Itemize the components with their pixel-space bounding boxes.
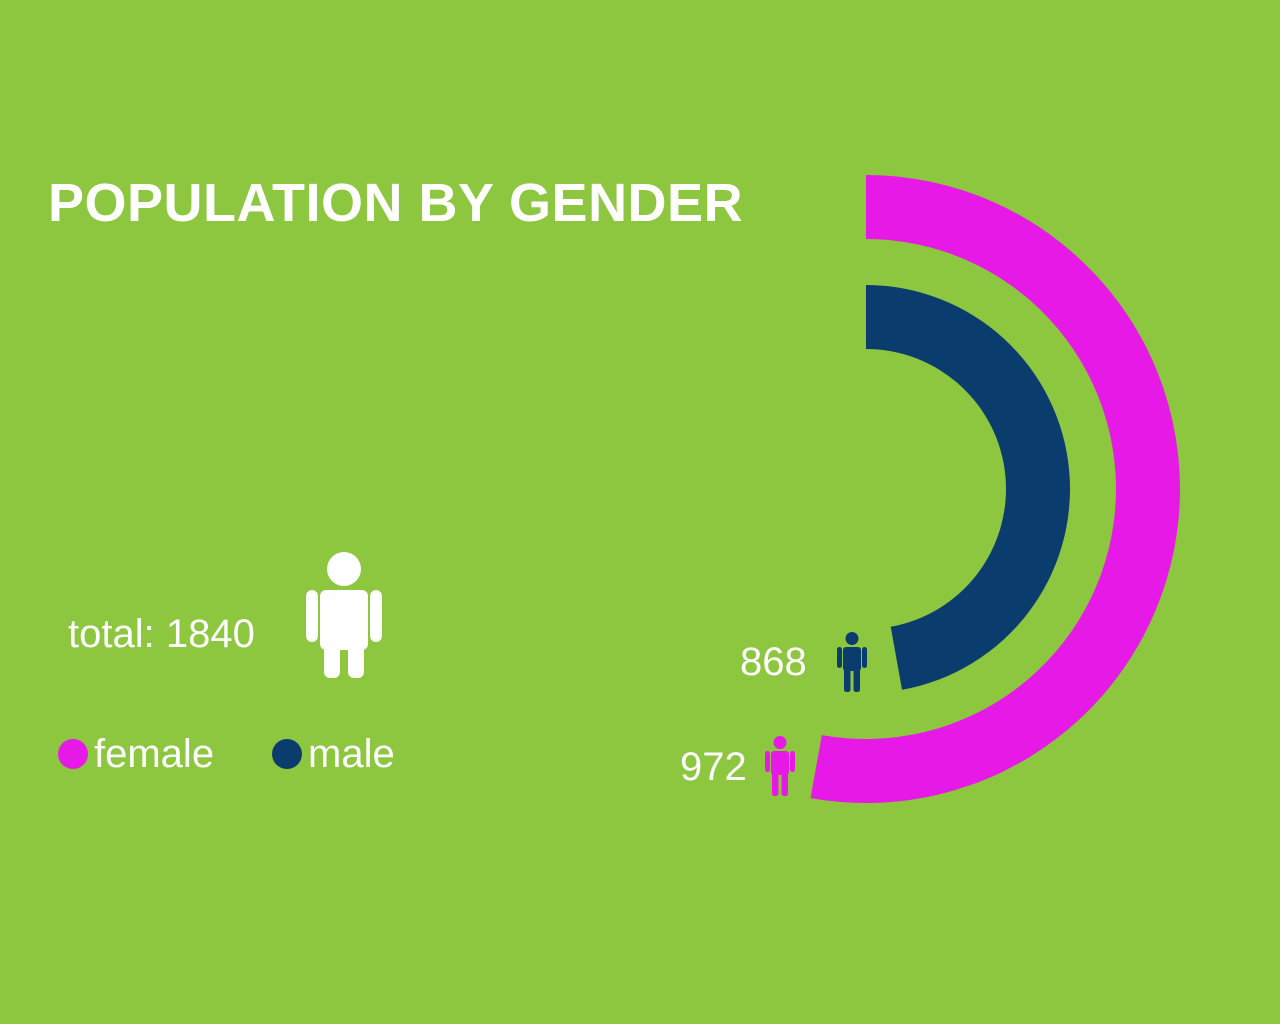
legend-swatch-female — [58, 739, 88, 769]
total-label: total: 1840 — [68, 612, 255, 656]
legend-swatch-male — [272, 739, 302, 769]
legend-label-female: female — [94, 731, 215, 776]
female-value-label: 972 — [680, 745, 747, 789]
male-person-icon — [837, 632, 867, 692]
page-title: POPULATION BY GENDER — [48, 173, 744, 233]
legend-item-female: female — [58, 732, 214, 776]
person-icon — [306, 552, 382, 678]
female-arc — [810, 175, 1181, 803]
male-value-label: 868 — [740, 640, 807, 684]
male-arc — [866, 285, 1071, 690]
legend-item-male: male — [272, 732, 395, 776]
legend-label-male: male — [308, 731, 395, 776]
female-person-icon — [765, 736, 795, 796]
